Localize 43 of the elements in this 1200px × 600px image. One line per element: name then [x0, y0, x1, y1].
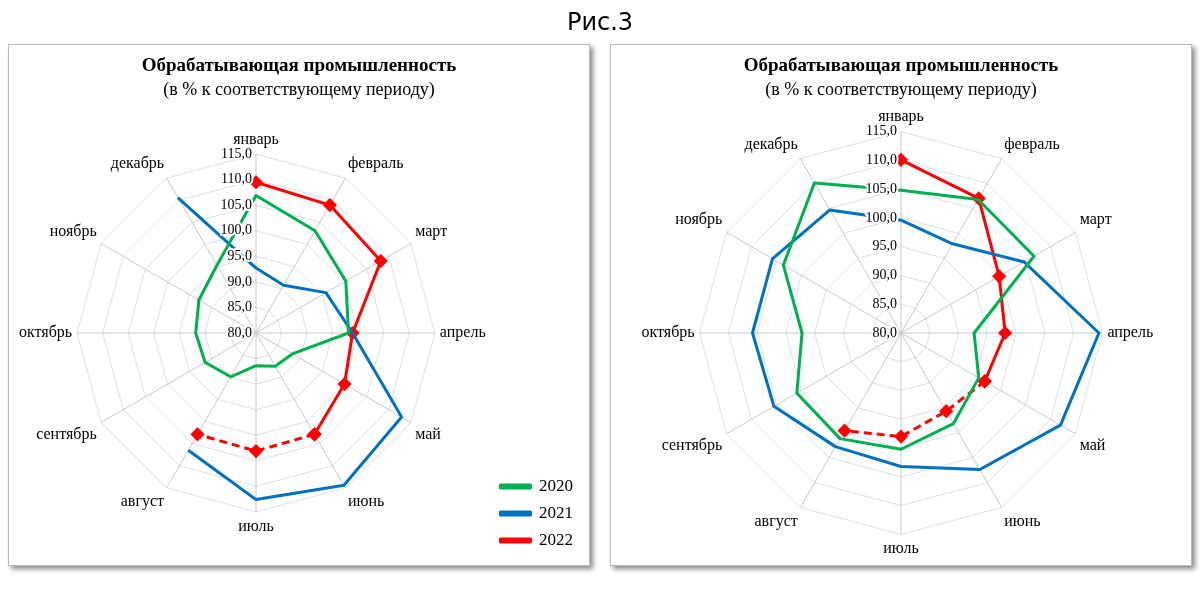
text: Рис.3	[566, 8, 634, 36]
spoke-label: ноябрь	[675, 210, 723, 229]
spoke-label: февраль	[347, 154, 404, 173]
spoke-label: март	[415, 221, 448, 240]
spoke-label: июль	[238, 516, 274, 534]
spoke-label: октябрь	[19, 323, 73, 342]
y-tick-label: 115,0	[866, 123, 897, 139]
spoke-label: декабрь	[744, 134, 798, 153]
spoke-label: май	[1079, 436, 1106, 453]
y-tick-label: 85,0	[227, 299, 252, 315]
spoke-label: март	[1079, 210, 1112, 229]
legend-label: 2020	[539, 475, 573, 495]
y-tick-label: 90,0	[227, 273, 252, 289]
spoke-label: сентябрь	[36, 424, 97, 443]
spoke-label: январь	[878, 107, 924, 126]
spoke-label: апрель	[1107, 323, 1154, 342]
y-tick-label: 110,0	[221, 171, 252, 187]
y-tick-label: 115,0	[221, 145, 252, 161]
legend-label: 2022	[539, 529, 573, 549]
chart-subtitle: (в % к соответствующему периоду)	[765, 79, 1037, 101]
spoke-label: ноябрь	[49, 221, 97, 240]
spoke-label: август	[754, 511, 798, 530]
spoke-label: июль	[883, 539, 919, 557]
chart-subtitle: (в % к соответствующему периоду)	[163, 79, 435, 101]
spoke-label: май	[415, 424, 442, 442]
spoke-label: июнь	[1004, 511, 1041, 529]
chart-title: Обрабатывающая промышленность	[141, 54, 457, 76]
chart-title: Обрабатывающая промышленность	[743, 54, 1059, 76]
y-tick-label: 80,0	[872, 324, 897, 340]
spoke-label: июнь	[347, 492, 385, 510]
y-tick-label: 90,0	[872, 267, 897, 283]
y-tick-label: 110,0	[866, 152, 897, 168]
legend-label: 2021	[539, 502, 573, 522]
spoke-label: январь	[233, 129, 279, 148]
y-tick-label: 85,0	[872, 295, 897, 311]
spoke-label: декабрь	[110, 154, 165, 173]
spoke-label: апрель	[439, 323, 486, 342]
y-tick-label: 95,0	[872, 238, 897, 254]
spoke-label: февраль	[1004, 134, 1060, 153]
spoke-label: август	[120, 492, 165, 511]
y-tick-label: 80,0	[227, 324, 252, 340]
spoke-label: сентябрь	[661, 436, 723, 454]
spoke-label: октябрь	[641, 323, 695, 342]
